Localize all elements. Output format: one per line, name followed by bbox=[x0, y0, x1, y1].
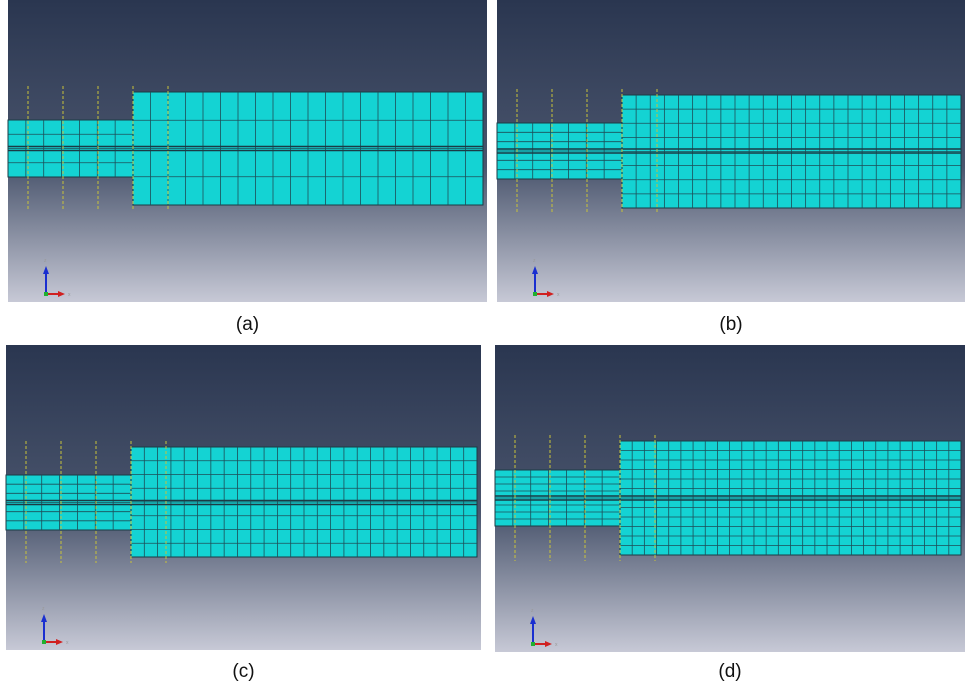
viewport: zx bbox=[8, 0, 487, 302]
viewport: zx bbox=[497, 0, 965, 302]
panel-caption: (d) bbox=[718, 661, 741, 682]
triad-y bbox=[533, 292, 537, 296]
figure: zx (a) zx (b) zx (c) zx (d) bbox=[0, 0, 965, 691]
panel-caption: (c) bbox=[232, 661, 254, 682]
triad-y bbox=[42, 640, 46, 644]
viewport: zx bbox=[495, 345, 965, 652]
panel-caption: (b) bbox=[719, 314, 742, 335]
panel-caption: (a) bbox=[236, 314, 259, 335]
triad-y bbox=[44, 292, 48, 296]
viewport: zx bbox=[6, 345, 481, 650]
triad-y bbox=[531, 642, 535, 646]
